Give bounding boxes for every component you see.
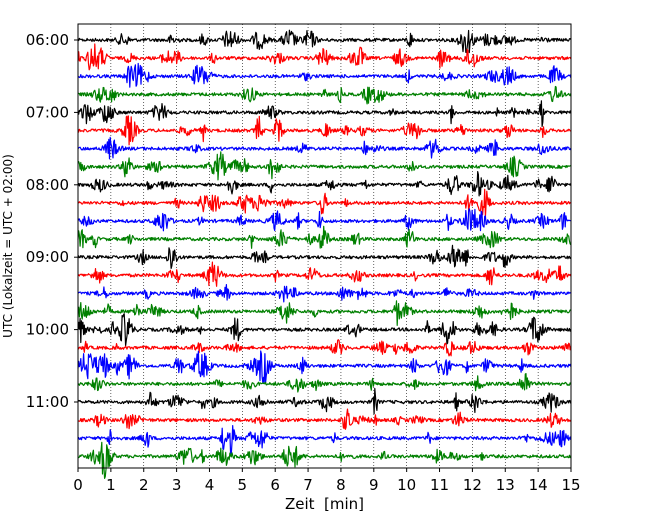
seismic-trace — [77, 300, 571, 326]
seismic-trace — [77, 115, 571, 146]
y-tick-label: 09:00 — [26, 248, 69, 266]
seismic-trace — [77, 408, 572, 430]
plot-frame — [77, 23, 572, 469]
y-axis-ticks: 06:00 07:00 08:00 09:00 10:00 11:00 — [26, 31, 78, 411]
seismic-trace — [77, 387, 572, 415]
seismic-trace — [77, 171, 572, 197]
seismic-trace — [77, 313, 572, 347]
y-tick-label: 07:00 — [26, 103, 69, 121]
seismic-trace — [77, 284, 572, 303]
x-tick-label: 7 — [303, 476, 313, 494]
seismic-trace — [77, 373, 572, 393]
seismic-trace — [77, 43, 572, 71]
x-tick-label: 8 — [336, 476, 346, 494]
seismic-trace — [77, 208, 571, 232]
x-tick-label: 13 — [496, 476, 515, 494]
y-tick-label: 11:00 — [26, 393, 69, 411]
seismic-traces — [77, 29, 572, 479]
seismic-trace — [77, 136, 572, 160]
seismic-trace — [77, 100, 572, 127]
x-tick-label: 12 — [463, 476, 482, 494]
x-tick-label: 11 — [430, 476, 449, 494]
x-tick-label: 9 — [369, 476, 379, 494]
seismic-trace — [77, 339, 572, 357]
y-tick-label: 08:00 — [26, 176, 69, 194]
seismic-trace — [77, 244, 572, 269]
seismic-trace — [77, 350, 572, 384]
seismic-trace — [77, 441, 572, 479]
x-tick-label: 14 — [529, 476, 548, 494]
y-tick-label: 10:00 — [26, 321, 69, 339]
x-tick-label: 6 — [270, 476, 280, 494]
x-tick-label: 0 — [73, 476, 83, 494]
seismic-trace — [77, 62, 572, 88]
y-tick-label: 06:00 — [26, 31, 69, 49]
x-tick-label: 15 — [561, 476, 580, 494]
x-tick-label: 4 — [205, 476, 215, 494]
seismic-trace — [77, 188, 572, 218]
seismic-trace — [77, 29, 572, 54]
x-tick-label: 1 — [106, 476, 116, 494]
x-axis-title: Zeit [min] — [285, 495, 364, 513]
seismic-trace — [77, 225, 572, 249]
seismic-trace — [77, 85, 572, 105]
seismic-trace — [77, 425, 572, 455]
y-axis-title: UTC (Lokalzeit = UTC + 02:00) — [1, 154, 15, 338]
x-tick-label: 10 — [397, 476, 416, 494]
seismic-trace — [77, 151, 572, 181]
x-tick-label: 2 — [139, 476, 149, 494]
x-axis-ticks: 0 1 2 3 4 5 6 7 8 9 10 11 12 13 14 15 — [73, 468, 581, 494]
x-tick-label: 5 — [238, 476, 248, 494]
seismic-trace — [77, 261, 572, 287]
x-tick-label: 3 — [172, 476, 182, 494]
